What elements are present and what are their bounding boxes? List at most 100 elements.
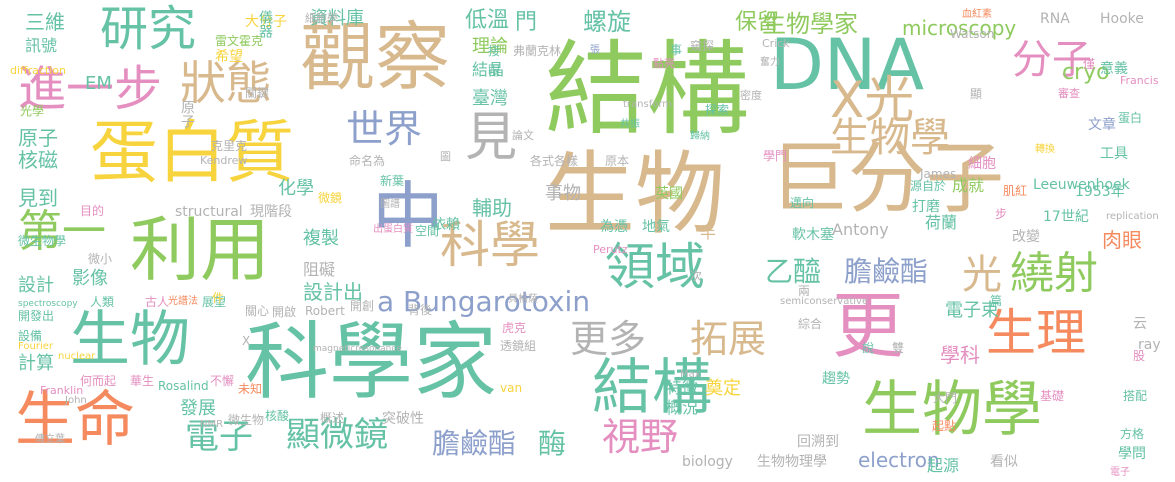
cloud-word: 膽鹼酯 bbox=[432, 427, 517, 460]
cloud-word: 複製 bbox=[303, 228, 339, 249]
cloud-word: X bbox=[242, 334, 251, 348]
cloud-word: 細胞學 bbox=[305, 12, 338, 25]
cloud-word: 起點 bbox=[932, 419, 957, 433]
cloud-word: 臺灣 bbox=[472, 88, 508, 109]
cloud-word: 成就 bbox=[952, 176, 985, 195]
cloud-word: 趨勢 bbox=[822, 371, 850, 387]
cloud-word: 概況 bbox=[666, 398, 699, 417]
cloud-word: 邁向 bbox=[790, 196, 815, 210]
cloud-word: 篇 bbox=[990, 294, 1003, 308]
cloud-word: RNA bbox=[1040, 11, 1070, 27]
cloud-word: 何而起 bbox=[80, 374, 117, 388]
cloud-word: 次 bbox=[690, 269, 703, 283]
cloud-word: 生物 bbox=[70, 305, 190, 375]
cloud-word: 概述 bbox=[320, 411, 345, 425]
cloud-word: 蛋白 bbox=[1118, 111, 1143, 125]
cloud-word: 生物 bbox=[545, 142, 725, 247]
cloud-word: 結構 bbox=[545, 31, 749, 150]
cloud-word: nuclear bbox=[58, 351, 96, 362]
cloud-word: van bbox=[500, 381, 523, 395]
cloud-word: 見到 bbox=[18, 186, 58, 210]
cloud-word: biology bbox=[682, 454, 733, 470]
cloud-word: 接 bbox=[488, 44, 501, 58]
cloud-word: 圖 bbox=[440, 150, 451, 163]
cloud-word: semiconservative bbox=[780, 296, 869, 307]
cloud-word: 影像 bbox=[72, 268, 108, 289]
cloud-word: 傳立葉 bbox=[35, 434, 65, 445]
cloud-word: Hooke bbox=[1100, 11, 1144, 27]
cloud-word: 文章 bbox=[1088, 117, 1116, 133]
cloud-word: 顯微鏡 bbox=[286, 415, 388, 455]
cloud-word: 僅 bbox=[1083, 57, 1096, 71]
cloud-word: 計算 bbox=[18, 353, 54, 374]
cloud-word: 更多 bbox=[570, 317, 647, 361]
cloud-word: structural bbox=[175, 204, 243, 220]
cloud-word: 微生物學 bbox=[18, 234, 67, 248]
cloud-word: Antony bbox=[832, 220, 889, 239]
cloud-word: 發展 bbox=[180, 398, 216, 419]
cloud-word: 進一步 bbox=[18, 61, 163, 117]
cloud-word: Francis bbox=[1120, 74, 1159, 87]
cloud-word: 阻礙 bbox=[303, 260, 336, 279]
cloud-word: 大門 bbox=[933, 391, 958, 405]
cloud-word: 關心 bbox=[245, 304, 270, 318]
cloud-word: 步 bbox=[995, 207, 1008, 221]
cloud-word: Leeuwenhoek bbox=[1033, 177, 1130, 193]
cloud-word: replication bbox=[1106, 211, 1159, 222]
cloud-word: 學問 bbox=[1118, 446, 1146, 462]
cloud-word: 三維 bbox=[25, 10, 65, 34]
cloud-word: 依賴 bbox=[432, 217, 460, 233]
cloud-word: 光 bbox=[962, 252, 1002, 298]
cloud-word: 回溯到 bbox=[797, 434, 839, 450]
cloud-word: 結晶 bbox=[472, 60, 505, 79]
cloud-word: 圖譜 bbox=[380, 199, 400, 210]
cloud-word: 為憑 bbox=[600, 219, 628, 235]
cloud-word: 大分子 bbox=[245, 14, 287, 30]
cloud-word: 乙醯 bbox=[765, 255, 822, 288]
cloud-word: 打磨 bbox=[912, 199, 940, 215]
cloud-word: 綜合 bbox=[798, 317, 823, 331]
cloud-word: 設計出 bbox=[303, 280, 363, 304]
cloud-word: 螺旋 bbox=[583, 8, 631, 36]
cloud-word: 奮力 bbox=[760, 57, 780, 68]
cloud-word: 繞射 bbox=[1010, 248, 1098, 299]
cloud-word: 微鏡 bbox=[318, 191, 343, 205]
cloud-word: 貝格薩 bbox=[508, 294, 538, 305]
cloud-word: cryo bbox=[1062, 60, 1110, 85]
cloud-word: 核磁 bbox=[18, 148, 58, 172]
cloud-word: Perutz bbox=[593, 243, 628, 256]
cloud-word: 視野 bbox=[602, 415, 679, 459]
cloud-word: 理論 bbox=[472, 36, 508, 57]
cloud-word: Fourier bbox=[18, 341, 54, 352]
cloud-word: magneticresonance bbox=[313, 344, 402, 354]
cloud-word: Watson bbox=[950, 27, 995, 41]
cloud-word: 細胞 bbox=[968, 156, 996, 172]
cloud-word: 開啟 bbox=[272, 305, 297, 319]
cloud-word: 科學家 bbox=[245, 313, 498, 411]
cloud-word: 肉眼 bbox=[1102, 228, 1142, 252]
cloud-word: 空間 bbox=[415, 224, 440, 238]
cloud-word: 華生 bbox=[130, 374, 155, 388]
cloud-word: 改變 bbox=[1012, 229, 1040, 245]
cloud-word: 生理 bbox=[986, 304, 1086, 362]
cloud-word: ray bbox=[1138, 337, 1161, 353]
cloud-word: 基礎 bbox=[1040, 389, 1065, 403]
cloud-word: 突破性 bbox=[382, 411, 424, 427]
cloud-word: 目的 bbox=[80, 204, 105, 218]
cloud-word: 歸納 bbox=[690, 131, 710, 142]
cloud-word: 觀察 bbox=[300, 13, 451, 101]
cloud-word: 審查 bbox=[1058, 87, 1080, 100]
cloud-word: EM bbox=[85, 73, 112, 94]
cloud-word: 希望 bbox=[215, 49, 243, 65]
cloud-word: 微生物 bbox=[228, 413, 265, 427]
cloud-word: Robert bbox=[305, 304, 345, 318]
cloud-word: 共振 bbox=[620, 119, 640, 130]
cloud-word: 人類 bbox=[90, 295, 115, 309]
cloud-word: 雷文霍克 bbox=[215, 34, 264, 48]
cloud-word: 命名為 bbox=[349, 154, 386, 168]
cloud-word: 生物學 bbox=[862, 375, 1042, 445]
cloud-word: 學門 bbox=[763, 149, 788, 163]
cloud-word: 門 bbox=[515, 10, 538, 35]
cloud-word: Franklin bbox=[40, 384, 84, 397]
